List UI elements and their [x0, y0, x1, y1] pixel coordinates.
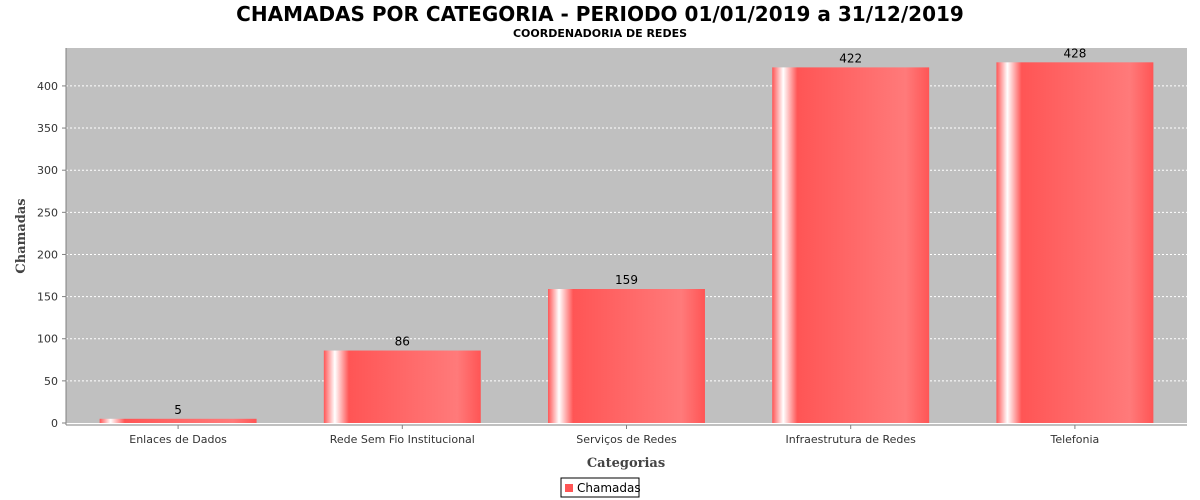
bar-value-label: 159 [615, 273, 638, 287]
bars: 5 86 159 422 428 [99, 46, 1154, 424]
x-tick-label: Rede Sem Fio Institucional [330, 433, 475, 446]
bar [323, 350, 481, 423]
x-tick-label: Infraestrutura de Redes [786, 433, 917, 446]
bar-value-label: 428 [1063, 46, 1086, 60]
chart-subtitle: COORDENADORIA DE REDES [513, 27, 687, 40]
y-tick-label: 0 [51, 417, 58, 430]
bar [99, 418, 257, 423]
x-tick-label: Telefonia [1049, 433, 1099, 446]
legend-swatch [565, 484, 573, 492]
y-tick-label: 50 [44, 375, 58, 388]
bar-value-label: 5 [174, 403, 182, 417]
bar [772, 67, 930, 423]
y-tick-label: 300 [37, 164, 58, 177]
y-axis-ticks: 0 50 100 150 200 250 300 350 400 [37, 80, 66, 430]
bar-value-label: 86 [395, 335, 410, 349]
y-axis-label: Chamadas [14, 198, 29, 273]
bar [996, 62, 1154, 424]
x-axis-ticks: Enlaces de Dados Rede Sem Fio Institucion… [129, 425, 1099, 446]
x-axis-label: Categorias [587, 456, 665, 471]
y-tick-label: 200 [37, 248, 58, 261]
chart-title: CHAMADAS POR CATEGORIA - PERIODO 01/01/2… [236, 2, 964, 26]
y-tick-label: 400 [37, 80, 58, 93]
y-tick-label: 350 [37, 122, 58, 135]
legend-label: Chamadas [577, 481, 641, 495]
x-tick-label: Serviços de Redes [576, 433, 677, 446]
bar-value-label: 422 [839, 51, 862, 65]
legend-box [560, 477, 640, 498]
bar [548, 289, 705, 423]
y-tick-label: 100 [37, 333, 58, 346]
x-tick-label: Enlaces de Dados [129, 433, 227, 446]
legend: Chamadas [560, 477, 641, 498]
y-tick-label: 250 [37, 206, 58, 219]
y-tick-label: 150 [37, 291, 58, 304]
